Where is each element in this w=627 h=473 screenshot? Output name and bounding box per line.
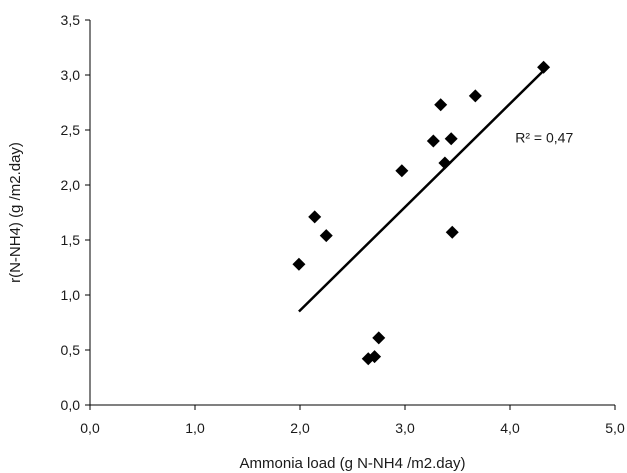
x-tick-label: 2,0 [290,420,310,436]
data-point [438,156,452,170]
y-tick-label: 3,5 [61,12,81,28]
data-point [434,98,448,112]
data-point [372,331,386,345]
y-tick-label: 1,5 [61,232,81,248]
x-axis-title: Ammonia load (g N-NH4 /m2.day) [240,455,466,472]
x-tick-label: 0,0 [80,420,100,436]
y-tick-label: 0,5 [61,342,81,358]
data-points [292,60,551,366]
data-point [426,134,440,148]
data-point [468,89,482,103]
data-point [319,229,333,243]
data-point [368,350,382,364]
y-tick-label: 3,0 [61,67,81,83]
y-tick-label: 0,0 [61,397,81,413]
x-tick-label: 4,0 [500,420,520,436]
data-point [308,210,322,224]
y-tick-label: 2,5 [61,122,81,138]
data-point [445,225,459,239]
x-tick-label: 5,0 [605,420,625,436]
r-squared-annotation: R² = 0,47 [515,130,573,146]
data-point [395,164,409,178]
x-tick-label: 1,0 [185,420,205,436]
data-point [537,60,551,74]
x-tick-label: 3,0 [395,420,415,436]
y-tick-label: 2,0 [61,177,81,193]
data-point [444,132,458,146]
y-tick-label: 1,0 [61,287,81,303]
trendline [298,69,545,313]
y-axis-title: r(N-NH4) (g /m2.day) [7,142,24,283]
data-point [292,257,306,271]
y-axis-ticks: 0,0 0,5 1,0 1,5 2,0 2,5 3,0 3,5 [61,12,90,413]
x-axis-ticks: 0,0 1,0 2,0 3,0 4,0 5,0 [80,405,625,436]
